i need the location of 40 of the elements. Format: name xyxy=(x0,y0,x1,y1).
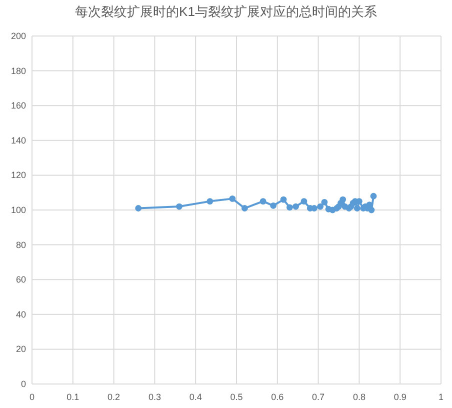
point xyxy=(260,198,266,204)
y-tick-label: 20 xyxy=(16,344,26,354)
point xyxy=(176,203,182,210)
point xyxy=(292,203,300,210)
y-tick-label: 60 xyxy=(16,274,26,285)
point xyxy=(370,192,377,200)
x-tick-label: 0.2 xyxy=(108,392,120,402)
point xyxy=(354,205,360,212)
x-tick-label: 1 xyxy=(438,392,444,402)
x-tick-label: 0.3 xyxy=(148,392,161,402)
x-tick-label: 0.7 xyxy=(312,392,325,402)
x-tick-label: 0.6 xyxy=(271,392,284,402)
y-tick-label: 140 xyxy=(10,135,26,146)
y-tick-label: 0 xyxy=(20,379,26,389)
y-tick-label: 200 xyxy=(10,31,26,41)
point xyxy=(286,204,293,211)
point xyxy=(280,196,287,203)
y-tick-label: 80 xyxy=(16,240,26,250)
y-tick-label: 160 xyxy=(10,100,26,111)
x-tick-label: 0 xyxy=(29,392,35,402)
point xyxy=(317,203,324,210)
y-tick-label: 120 xyxy=(10,170,26,180)
x-tick-label: 0.1 xyxy=(66,392,80,402)
x-tick-label: 0.8 xyxy=(352,392,366,402)
chart-title: 每次裂纹扩展时的K1与裂纹扩展对应的总时间的关系 xyxy=(75,4,377,19)
point xyxy=(300,198,308,204)
point xyxy=(340,196,346,203)
y-tick-label: 40 xyxy=(16,309,26,320)
x-tick-label: 0.4 xyxy=(189,392,202,402)
x-tick-label: 0.5 xyxy=(230,392,243,402)
x-tick-label: 0.9 xyxy=(394,392,406,402)
y-tick-label: 180 xyxy=(10,66,26,76)
point xyxy=(270,202,277,209)
point xyxy=(321,198,328,206)
point xyxy=(135,205,142,212)
y-tick-label: 100 xyxy=(10,205,26,215)
point xyxy=(241,205,248,212)
point xyxy=(368,206,375,214)
point xyxy=(206,198,214,204)
point xyxy=(229,195,236,202)
